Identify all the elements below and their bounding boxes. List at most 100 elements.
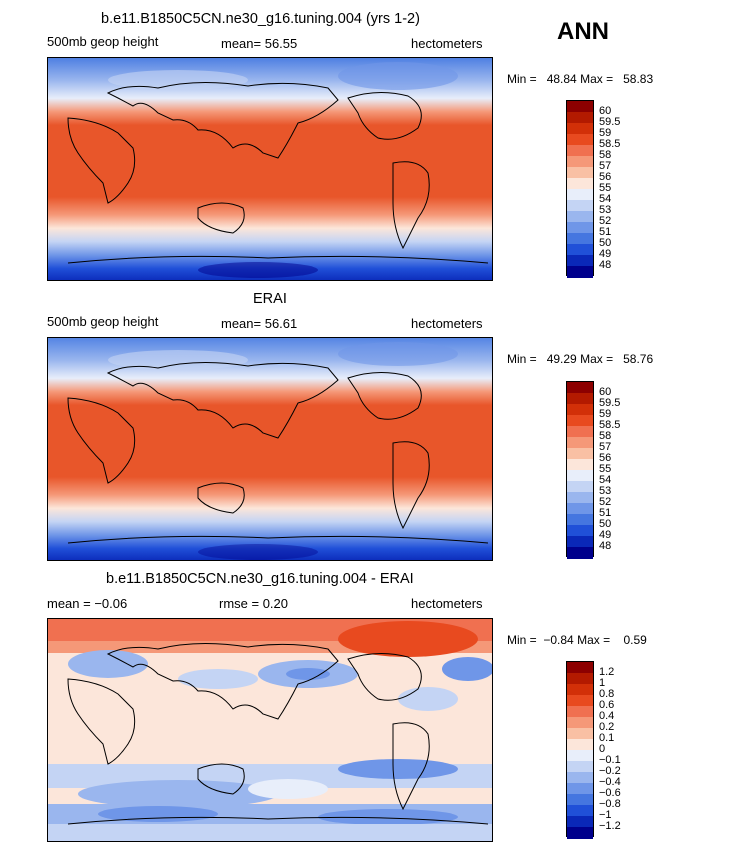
max-label: Max = <box>580 352 614 366</box>
colorbar-tick-label: 59 <box>599 408 612 420</box>
colorbar-tick-label: 58.5 <box>599 419 621 431</box>
colorbar-segment <box>567 481 593 493</box>
max-label: Max = <box>577 633 611 647</box>
colorbar-segment <box>567 525 593 537</box>
colorbar-tick-label: 58 <box>599 149 612 161</box>
colorbar-segment <box>567 415 593 427</box>
colorbar-segment <box>567 816 593 828</box>
colorbar-tick-label: −0.1 <box>599 754 621 766</box>
colorbar-tick-label: 49 <box>599 248 612 260</box>
colorbar-segment <box>567 470 593 482</box>
colorbar-model <box>566 100 594 278</box>
map-obs <box>47 337 493 561</box>
colorbar-tick-label: −0.4 <box>599 776 621 788</box>
colorbar-tick-label: 58.5 <box>599 138 621 150</box>
colorbar-tick-label: 55 <box>599 463 612 475</box>
colorbar-segment <box>567 514 593 526</box>
colorbar-tick-label: 52 <box>599 496 612 508</box>
colorbar-segment <box>567 167 593 179</box>
panel-title-model: b.e11.B1850C5CN.ne30_g16.tuning.004 (yrs… <box>101 11 420 27</box>
colorbar-tick-label: 1.2 <box>599 666 615 678</box>
colorbar-segment <box>567 772 593 784</box>
colorbar-segment <box>567 189 593 201</box>
colorbar-diff <box>566 661 594 839</box>
colorbar-segment <box>567 233 593 245</box>
colorbar-tick-label: 51 <box>599 226 612 238</box>
colorbar-segment <box>567 178 593 190</box>
colorbar-tick-label: 49 <box>599 529 612 541</box>
colorbar-tick-label: 59.5 <box>599 397 621 409</box>
colorbar-segment <box>567 706 593 718</box>
min-value: −0.84 <box>543 633 574 647</box>
max-value: 58.83 <box>623 72 654 86</box>
panel-units-model: hectometers <box>411 36 483 51</box>
colorbar-segment <box>567 794 593 806</box>
colorbar-segment <box>567 211 593 223</box>
colorbar-tick-label: 60 <box>599 386 612 398</box>
colorbar-tick-label: 0.8 <box>599 688 615 700</box>
colorbar-segment <box>567 547 593 559</box>
colorbar-tick-label: 48 <box>599 259 612 271</box>
colorbar-tick-label: 57 <box>599 441 612 453</box>
colorbar-tick-label: 50 <box>599 518 612 530</box>
panel-units-diff: hectometers <box>411 596 483 611</box>
colorbar-tick-label: 0.4 <box>599 710 615 722</box>
colorbar-segment <box>567 200 593 212</box>
colorbar-tick-label: 60 <box>599 105 612 117</box>
colorbar-segment <box>567 684 593 696</box>
panel-title-diff: b.e11.B1850C5CN.ne30_g16.tuning.004 - ER… <box>106 571 414 587</box>
panel-variable-obs: 500mb geop height <box>47 314 159 329</box>
min-value: 49.29 <box>546 352 577 366</box>
colorbar-segment <box>567 123 593 135</box>
panel-mean-obs: mean= 56.61 <box>221 316 298 331</box>
panel-rmse-diff: rmse = 0.20 <box>219 596 289 611</box>
colorbar-tick-label: −0.8 <box>599 798 621 810</box>
colorbar-segment <box>567 536 593 548</box>
minmax-obs: Min = 49.29 Max = 58.76 <box>507 352 653 366</box>
colorbar-segment <box>567 761 593 773</box>
colorbar-segment <box>567 134 593 146</box>
map-diff <box>47 618 493 842</box>
colorbar-tick-label: 52 <box>599 215 612 227</box>
colorbar-segment <box>567 404 593 416</box>
min-label: Min = <box>507 352 537 366</box>
minmax-model: Min = 48.84 Max = 58.83 <box>507 72 653 86</box>
colorbar-tick-label: 51 <box>599 507 612 519</box>
colorbar-segment <box>567 393 593 405</box>
colorbar-segment <box>567 437 593 449</box>
colorbar-segment <box>567 156 593 168</box>
colorbar-segment <box>567 459 593 471</box>
colorbar-tick-label: −1 <box>599 809 612 821</box>
colorbar-segment <box>567 805 593 817</box>
colorbar-segment <box>567 112 593 124</box>
min-label: Min = <box>507 633 537 647</box>
panel-variable-model: 500mb geop height <box>47 34 159 49</box>
colorbar-tick-label: 58 <box>599 430 612 442</box>
colorbar-segment <box>567 255 593 267</box>
max-label: Max = <box>580 72 614 86</box>
colorbar-segment <box>567 827 593 839</box>
colorbar-segment <box>567 662 593 674</box>
colorbar-tick-label: 55 <box>599 182 612 194</box>
colorbar-tick-label: 56 <box>599 452 612 464</box>
colorbar-segment <box>567 783 593 795</box>
colorbar-segment <box>567 382 593 394</box>
season-label: ANN <box>557 18 609 45</box>
colorbar-segment <box>567 266 593 278</box>
colorbar-tick-label: 0.2 <box>599 721 615 733</box>
max-value: 58.76 <box>623 352 654 366</box>
colorbar-segment <box>567 145 593 157</box>
colorbar-tick-label: 56 <box>599 171 612 183</box>
colorbar-tick-label: 59 <box>599 127 612 139</box>
min-label: Min = <box>507 72 537 86</box>
colorbar-segment <box>567 492 593 504</box>
colorbar-tick-label: 53 <box>599 485 612 497</box>
colorbar-tick-label: −0.2 <box>599 765 621 777</box>
colorbar-segment <box>567 695 593 707</box>
min-value: 48.84 <box>546 72 577 86</box>
colorbar-tick-label: 48 <box>599 540 612 552</box>
colorbar-tick-label: 50 <box>599 237 612 249</box>
colorbar-tick-label: 0 <box>599 743 606 755</box>
colorbar-segment <box>567 222 593 234</box>
map-model <box>47 57 493 281</box>
